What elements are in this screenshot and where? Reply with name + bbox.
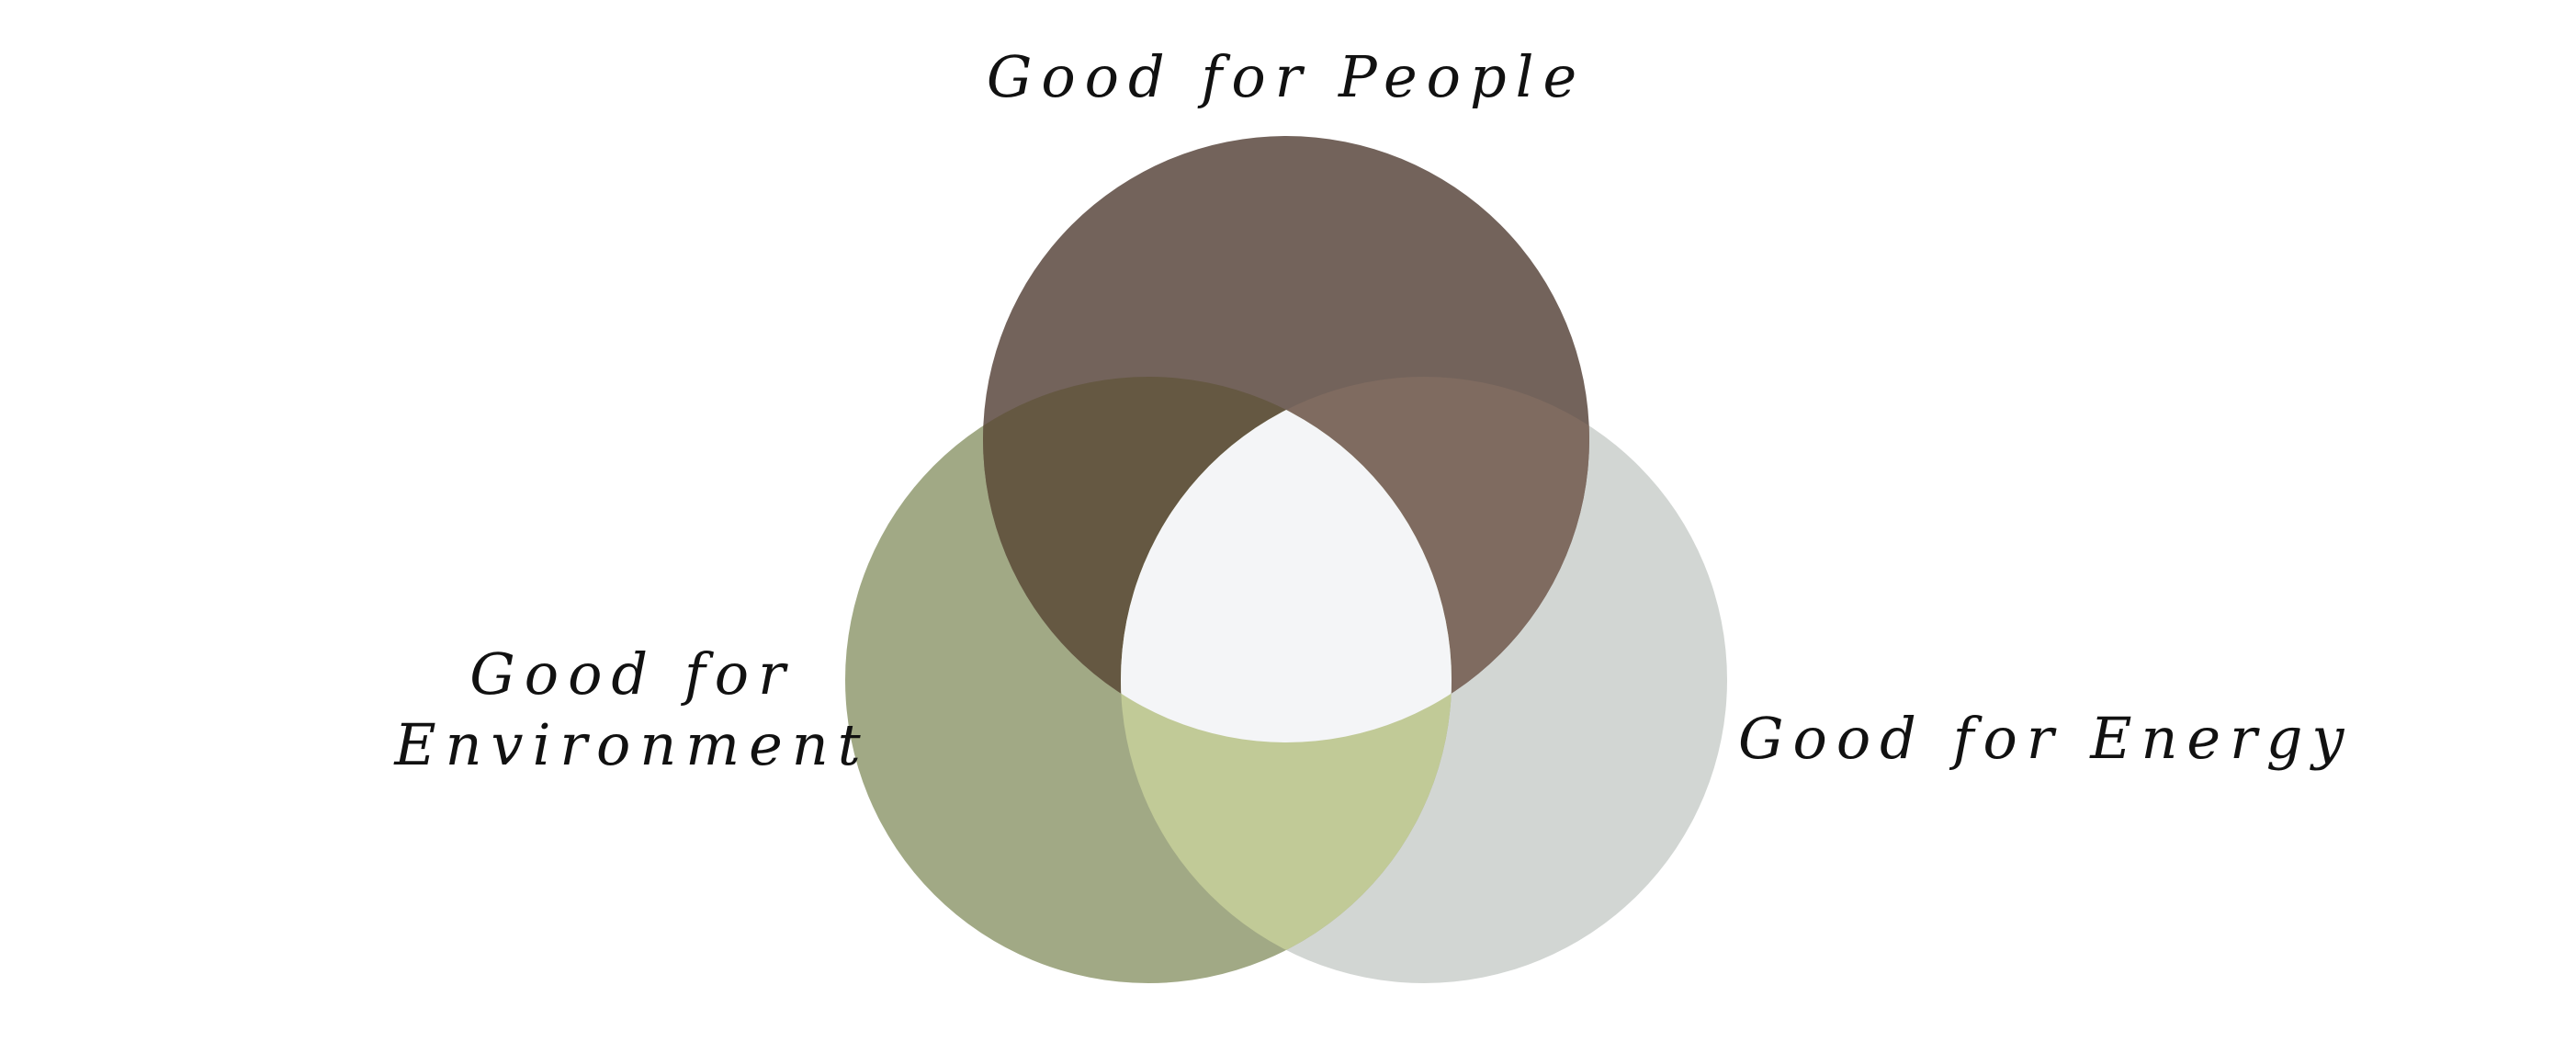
environment-label-line2: Environment — [393, 711, 869, 778]
all-three-overlap — [1121, 377, 1452, 742]
people-label: Good for People — [987, 43, 1586, 110]
environment-label-line1: Good for — [469, 640, 795, 708]
energy-label: Good for Energy — [1738, 705, 2353, 772]
